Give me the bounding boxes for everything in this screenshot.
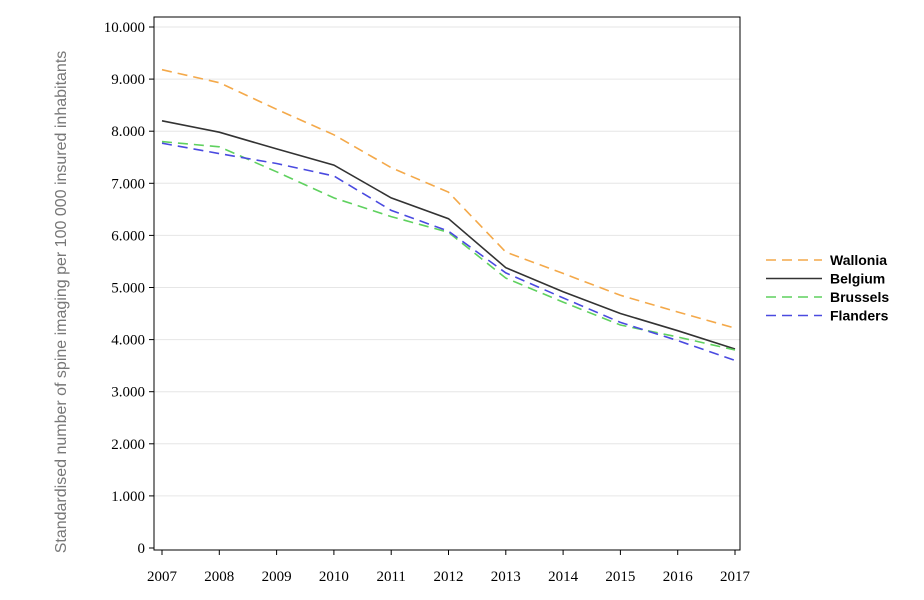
x-tick-label: 2014 (548, 569, 579, 585)
y-axis-label: Standardised number of spine imaging per… (53, 51, 70, 554)
legend: Wallonia Belgium Brussels Flanders (766, 252, 889, 324)
x-tick-label: 2009 (262, 569, 292, 585)
y-tick-label: 2.000 (111, 437, 145, 453)
x-tick-label: 2016 (663, 569, 694, 585)
plot-frame (153, 16, 741, 551)
legend-label-wallonia: Wallonia (830, 252, 887, 268)
y-tick-label: 7.000 (111, 176, 145, 192)
axis-ticks: 0 1.000 2.000 3.000 4.000 5.000 6.000 7.000 8.00… (104, 20, 751, 585)
series-line-wallonia (161, 68, 736, 329)
y-tick-label: 8.000 (111, 124, 145, 140)
y-tick-label: 0 (138, 541, 146, 557)
y-tick-label: 3.000 (111, 385, 145, 401)
y-tick-label: 10.000 (104, 20, 145, 36)
gridlines (154, 26, 740, 497)
x-tick-label: 2015 (605, 569, 635, 585)
series-line-belgium (161, 120, 736, 350)
x-tick-label: 2008 (204, 569, 234, 585)
x-tick-label: 2013 (491, 569, 521, 585)
series-lines (161, 68, 736, 362)
y-tick-label: 9.000 (111, 72, 145, 88)
y-tick-label: 5.000 (111, 281, 145, 297)
x-tick-label: 2010 (319, 569, 349, 585)
legend-label-brussels: Brussels (830, 289, 889, 305)
y-tick-label: 6.000 (111, 228, 145, 244)
series-line-flanders (161, 142, 736, 362)
legend-label-flanders: Flanders (830, 308, 889, 324)
series-line-brussels (161, 140, 736, 351)
x-tick-label: 2012 (434, 569, 464, 585)
x-tick-label: 2017 (720, 569, 751, 585)
x-tick-label: 2007 (147, 569, 178, 585)
legend-label-belgium: Belgium (830, 271, 885, 287)
y-tick-label: 4.000 (111, 333, 145, 349)
y-tick-label: 1.000 (111, 489, 145, 505)
x-tick-label: 2011 (376, 569, 405, 585)
